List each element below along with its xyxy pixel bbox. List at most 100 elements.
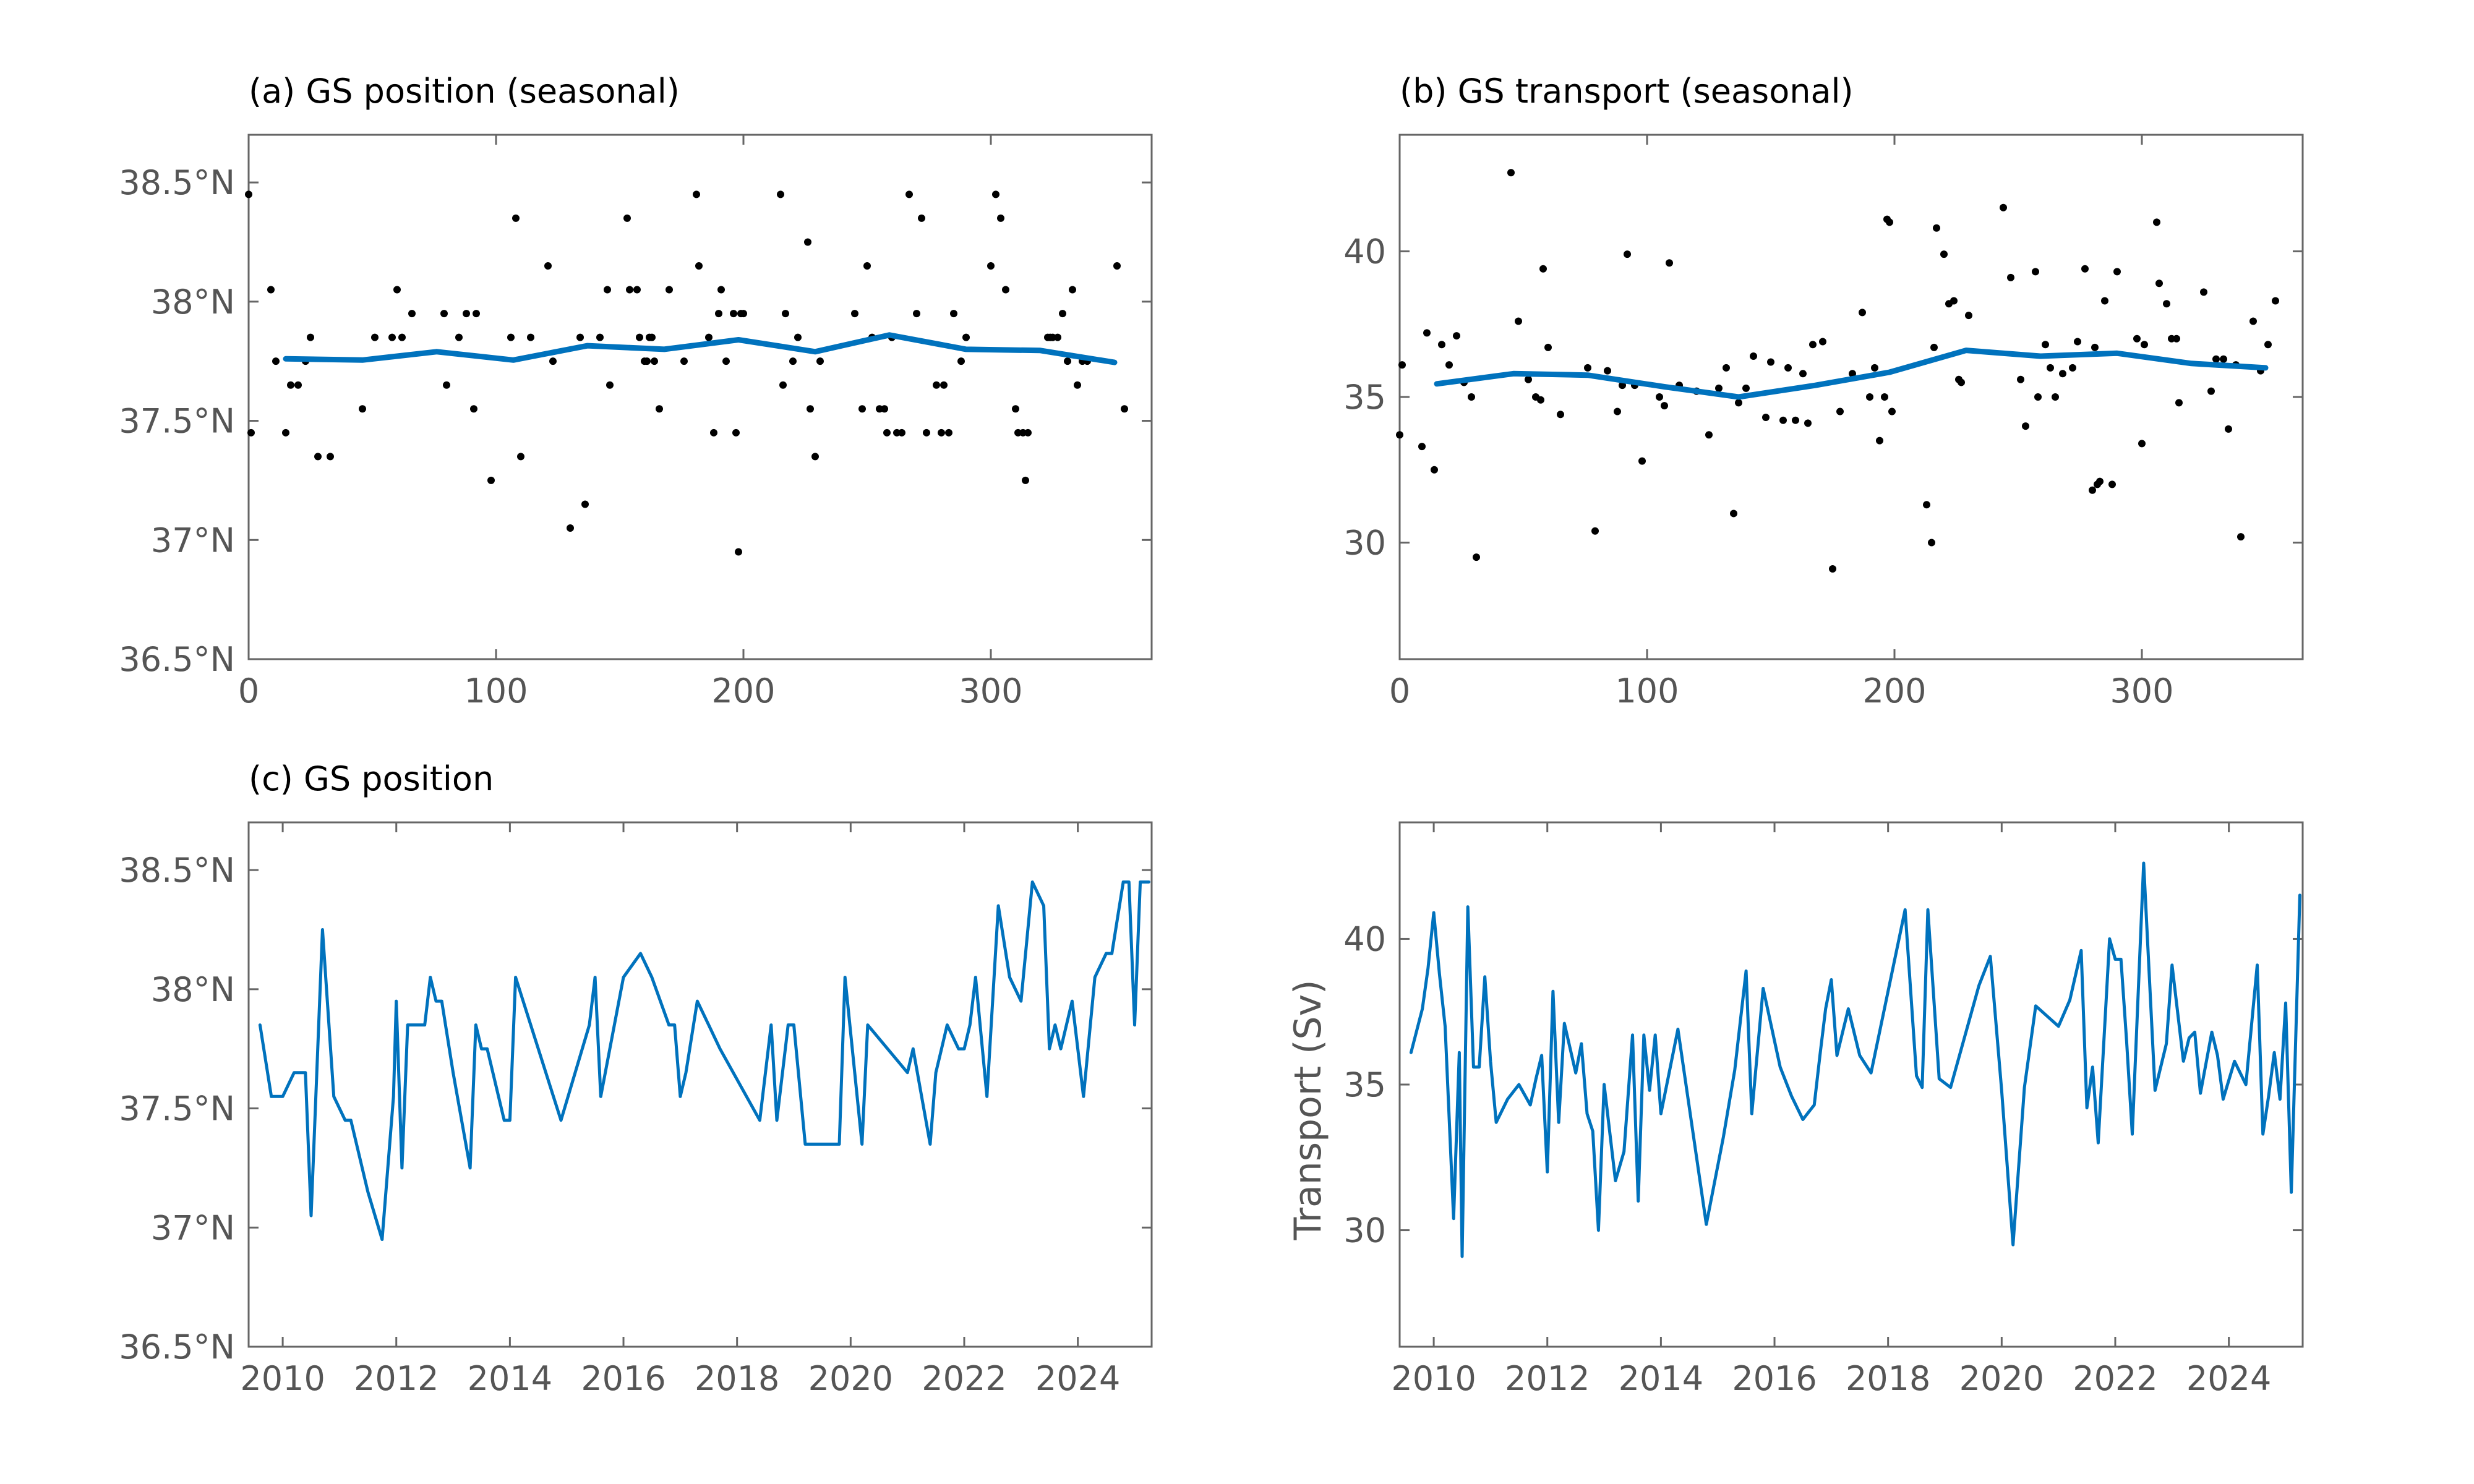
panel-b-transport-seasonal: (b) GS transport (seasonal) 0 100 200 300 30… <box>1343 72 2304 710</box>
panel-b-data-point <box>2032 268 2039 276</box>
panel-b-data-point <box>1888 407 1896 416</box>
panel-b-data-point <box>1614 407 1621 416</box>
panel-b-data-point <box>2089 486 2096 494</box>
panel-a-data-point <box>527 333 534 341</box>
panel-a-data-point <box>633 286 641 294</box>
panel-a-data-point <box>626 286 633 294</box>
panel-b-data-point <box>2052 393 2059 401</box>
panel-b-data-point <box>1453 332 1460 340</box>
panel-a-data-point <box>987 262 995 270</box>
panel-c-x-tick-label: 2014 <box>468 1359 552 1398</box>
panel-a-data-point <box>782 310 789 318</box>
panel-b-data-point <box>1604 367 1611 375</box>
panel-b-data-point <box>1584 364 1591 372</box>
panel-a-x-tick-label: 300 <box>959 672 1022 710</box>
panel-a-y-tick-label: 36.5°N <box>119 640 235 679</box>
panel-c-y-tick-label: 36.5°N <box>119 1328 235 1367</box>
panel-a-data-point <box>398 333 406 341</box>
panel-b-data-point <box>2175 399 2183 407</box>
panel-b-data-point <box>1591 527 1599 535</box>
panel-c-series-line <box>258 880 1150 1241</box>
panel-a-data-point <box>247 429 255 437</box>
panel-a-data-point <box>1002 286 1009 294</box>
panel-a-data-point <box>794 333 802 341</box>
panel-a-data-point <box>576 333 584 341</box>
panel-a-data-point <box>715 310 722 318</box>
panel-b-data-point <box>1928 539 1935 547</box>
panel-a-position-seasonal: (a) GS position (seasonal) 0 100 200 300 36.… <box>119 72 1153 710</box>
panel-a-data-point <box>858 405 866 413</box>
panel-a-data-point <box>1113 262 1121 270</box>
panel-b-data-point <box>2249 317 2257 325</box>
panel-a-y-tick-label: 38.5°N <box>119 163 235 202</box>
panel-b-data-point <box>1958 378 1965 386</box>
panel-b-data-point <box>1965 312 1972 320</box>
panel-b-data-point <box>2017 375 2024 383</box>
panel-b-x-tick-label: 100 <box>1615 672 1679 710</box>
panel-d-x-tick-label: 2016 <box>1732 1359 1817 1398</box>
panel-a-data-point <box>883 429 891 437</box>
panel-a-data-point <box>643 357 651 365</box>
panel-c-x-tick-label: 2018 <box>695 1359 779 1398</box>
panel-a-y-tick-label: 38°N <box>151 283 235 322</box>
panel-a-data-point <box>470 405 477 413</box>
panel-a-data-point <box>962 333 970 341</box>
panel-a-data-point <box>722 357 730 365</box>
panel-a-data-point <box>656 405 663 413</box>
panel-c-y-tick-label: 38.5°N <box>119 851 235 890</box>
panel-c-x-tick-label: 2020 <box>808 1359 893 1398</box>
panel-b-data-point <box>1779 416 1787 424</box>
panel-c-y-tick-label: 37°N <box>151 1208 235 1247</box>
panel-a-data-point <box>272 357 280 365</box>
panel-b-data-point <box>2141 341 2148 349</box>
panel-b-data-point <box>1804 419 1812 427</box>
panel-a-data-point <box>693 190 700 198</box>
panel-a-data-point <box>648 333 656 341</box>
panel-d-x-tick-label: 2014 <box>1619 1359 1703 1398</box>
panel-a-data-point <box>287 381 294 389</box>
panel-b-data-point <box>2059 370 2066 378</box>
panel-b-data-point <box>2155 279 2163 288</box>
panel-b-data-point <box>1666 259 1673 267</box>
panel-a-data-point <box>816 357 824 365</box>
panel-a-data-point <box>487 476 495 484</box>
panel-b-data-point <box>2173 335 2180 343</box>
panel-a-data-point <box>393 286 401 294</box>
panel-a-data-point <box>455 333 463 341</box>
panel-a-data-point <box>267 286 275 294</box>
panel-a-data-point <box>371 333 379 341</box>
panel-b-data-point <box>2000 203 2007 211</box>
panel-b-data-point <box>1923 501 1930 509</box>
panel-b-data-point <box>1886 218 1893 226</box>
panel-b-data-point <box>2220 355 2227 363</box>
panel-b-data-point <box>1656 393 1663 401</box>
panel-b-data-point <box>1933 224 1940 232</box>
panel-b-data-point <box>2153 218 2160 226</box>
panel-a-data-point <box>512 214 520 222</box>
panel-d-x-tick-label: 2024 <box>2186 1359 2271 1398</box>
panel-a-data-point <box>863 262 871 270</box>
panel-b-data-point <box>1836 407 1844 416</box>
panel-a-data-point <box>735 548 742 556</box>
panel-c-position-timeseries: (c) GS position 2010 2012 2014 2016 2018 2020… <box>119 759 1153 1398</box>
panel-b-data-point <box>1624 250 1631 258</box>
panel-a-data-point <box>933 381 940 389</box>
panel-a-data-point <box>905 190 913 198</box>
panel-d-transport-timeseries: Transport (Sv) 2010 2012 2014 2016 2018 2020 2… <box>1286 821 2304 1398</box>
panel-b-data-point <box>2163 300 2170 308</box>
panel-b-x-tick-label: 0 <box>1389 672 1410 710</box>
panel-b-data-point <box>2207 387 2215 395</box>
panel-a-data-point <box>1022 476 1029 484</box>
panel-b-data-point <box>2113 268 2121 276</box>
panel-b-data-point <box>2091 343 2099 351</box>
panel-a-data-point <box>440 310 448 318</box>
panel-b-data-point <box>1849 370 1856 378</box>
panel-b-data-point <box>1423 329 1431 337</box>
panel-d-y-tick-label: 35 <box>1343 1065 1386 1104</box>
panel-a-data-point <box>463 310 470 318</box>
panel-b-data-point <box>2272 297 2279 305</box>
panel-a-data-point <box>623 214 631 222</box>
panel-b-data-point <box>1742 384 1750 392</box>
panel-c-x-tick-label: 2024 <box>1035 1359 1120 1398</box>
